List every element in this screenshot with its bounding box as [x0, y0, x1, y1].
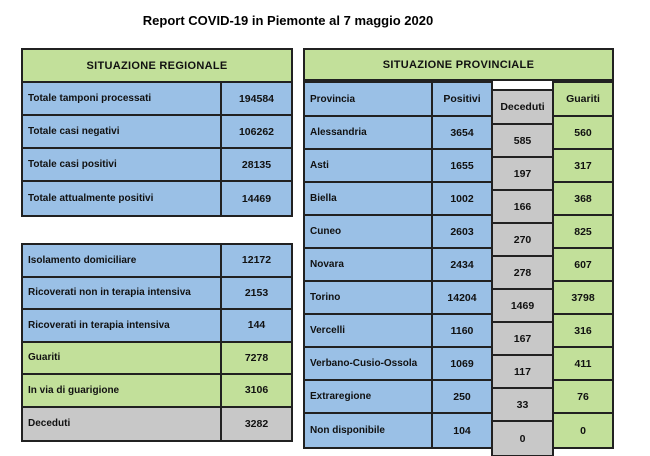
- provincial-cell-positivi: 2603: [433, 216, 491, 249]
- regional-table-body: Totale tamponi processati 194584 Totale ca…: [23, 83, 291, 215]
- breakdown-row-value: 2153: [244, 286, 269, 299]
- provincial-cell-provincia: Cuneo: [305, 216, 431, 249]
- provincial-cell-deceduti: 166: [493, 191, 552, 224]
- provincial-cell-deceduti: 33: [493, 389, 552, 422]
- regional-row-value: 28135: [241, 158, 272, 171]
- provincial-cell-provincia: Alessandria: [305, 117, 431, 150]
- provincial-cell-guariti: 607: [554, 249, 612, 282]
- regional-table-header: SITUAZIONE REGIONALE: [23, 50, 291, 83]
- provincial-cell-deceduti: 197: [493, 158, 552, 191]
- provincial-cell-guariti: 0: [554, 414, 612, 447]
- provincial-column-header-deceduti: Deceduti: [493, 91, 552, 125]
- breakdown-row-value: 3282: [244, 417, 269, 430]
- regional-situation-table: SITUAZIONE REGIONALE Totale tamponi proc…: [21, 48, 293, 217]
- provincial-cell-positivi: 104: [433, 414, 491, 447]
- regional-row-label: Totale casi negativi: [23, 116, 222, 147]
- provincial-cell-guariti: 368: [554, 183, 612, 216]
- regional-row: Totale casi negativi 106262: [23, 116, 291, 149]
- breakdown-row-label: Isolamento domiciliare: [23, 245, 222, 276]
- regional-row: Totale tamponi processati 194584: [23, 83, 291, 116]
- provincial-cell-guariti: 316: [554, 315, 612, 348]
- breakdown-row: In via di guarigione 3106: [23, 375, 291, 408]
- breakdown-row-label: Guariti: [23, 342, 222, 373]
- provincial-cell-positivi: 14204: [433, 282, 491, 315]
- provincial-cell-deceduti: 117: [493, 356, 552, 389]
- provincial-column-guariti: Guariti 560 317 368 825 607 3798 316 411 76 0: [552, 81, 614, 449]
- breakdown-row-value: 12172: [241, 254, 272, 267]
- provincial-cell-guariti: 76: [554, 381, 612, 414]
- breakdown-row-value: 144: [247, 319, 266, 332]
- provincial-cell-provincia: Torino: [305, 282, 431, 315]
- provincial-cell-positivi: 250: [433, 381, 491, 414]
- provincial-cell-positivi: 2434: [433, 249, 491, 282]
- provincial-cell-positivi: 1655: [433, 150, 491, 183]
- provincial-column-positivi: Positivi 3654 1655 1002 2603 2434 14204 1160 106…: [431, 81, 493, 449]
- breakdown-row: Ricoverati non in terapia intensiva 2153: [23, 277, 291, 310]
- provincial-column-header-positivi: Positivi: [433, 83, 491, 117]
- provincial-cell-provincia: Biella: [305, 183, 431, 216]
- breakdown-row-label: Ricoverati in terapia intensiva: [23, 310, 222, 341]
- provincial-column-header-provincia: Provincia: [305, 83, 431, 117]
- breakdown-row-label: Deceduti: [23, 407, 222, 440]
- regional-row: Totale attualmente positivi 14469: [23, 182, 291, 215]
- provincial-cell-deceduti: 270: [493, 224, 552, 257]
- provincial-cell-guariti: 411: [554, 348, 612, 381]
- provincial-cell-deceduti: 278: [493, 257, 552, 290]
- provincial-cell-guariti: 560: [554, 117, 612, 150]
- breakdown-row: Deceduti 3282: [23, 407, 291, 440]
- breakdown-row: Ricoverati in terapia intensiva 144: [23, 310, 291, 343]
- provincial-cell-positivi: 1160: [433, 315, 491, 348]
- breakdown-row: Isolamento domiciliare 12172: [23, 245, 291, 278]
- provincial-cell-positivi: 1002: [433, 183, 491, 216]
- case-breakdown-table: Isolamento domiciliare 12172 Ricoverati no…: [21, 243, 293, 442]
- regional-row-value: 194584: [238, 92, 275, 105]
- provincial-cell-guariti: 3798: [554, 282, 612, 315]
- provincial-cell-provincia: Vercelli: [305, 315, 431, 348]
- provincial-cell-provincia: Extraregione: [305, 381, 431, 414]
- provincial-cell-provincia: Verbano-Cusio-Ossola: [305, 348, 431, 381]
- provincial-cell-deceduti: 0: [493, 422, 552, 455]
- page-title: Report COVID-19 in Piemonte al 7 maggio …: [142, 13, 434, 28]
- provincial-cell-deceduti: 167: [493, 323, 552, 356]
- breakdown-row-label: In via di guarigione: [23, 375, 222, 406]
- provincial-column-deceduti: Deceduti 585 197 166 270 278 1469 167 117 33 0: [491, 89, 554, 456]
- breakdown-row-value: 3106: [244, 384, 269, 397]
- provincial-cell-positivi: 1069: [433, 348, 491, 381]
- provincial-column-provincia: Provincia Alessandria Asti Biella Cuneo Novar…: [303, 81, 433, 449]
- regional-row: Totale casi positivi 28135: [23, 149, 291, 182]
- provincial-cell-provincia: Novara: [305, 249, 431, 282]
- provincial-cell-provincia: Asti: [305, 150, 431, 183]
- provincial-cell-guariti: 317: [554, 150, 612, 183]
- provincial-column-header-guariti: Guariti: [554, 83, 612, 117]
- provincial-cell-deceduti: 585: [493, 125, 552, 158]
- breakdown-row-value: 7278: [244, 351, 269, 364]
- regional-row-value: 14469: [241, 192, 272, 205]
- provincial-table-header: SITUAZIONE PROVINCIALE: [303, 48, 614, 81]
- regional-row-label: Totale tamponi processati: [23, 83, 222, 114]
- regional-row-value: 106262: [238, 125, 275, 138]
- breakdown-row: Guariti 7278: [23, 342, 291, 375]
- provincial-cell-positivi: 3654: [433, 117, 491, 150]
- provincial-table-body: Provincia Alessandria Asti Biella Cuneo Novar…: [303, 81, 614, 456]
- breakdown-table-body: Isolamento domiciliare 12172 Ricoverati no…: [23, 245, 291, 440]
- breakdown-row-label: Ricoverati non in terapia intensiva: [23, 277, 222, 308]
- regional-row-label: Totale attualmente positivi: [23, 182, 222, 215]
- regional-row-label: Totale casi positivi: [23, 149, 222, 180]
- provincial-cell-guariti: 825: [554, 216, 612, 249]
- provincial-cell-provincia: Non disponibile: [305, 414, 431, 447]
- provincial-cell-deceduti: 1469: [493, 290, 552, 323]
